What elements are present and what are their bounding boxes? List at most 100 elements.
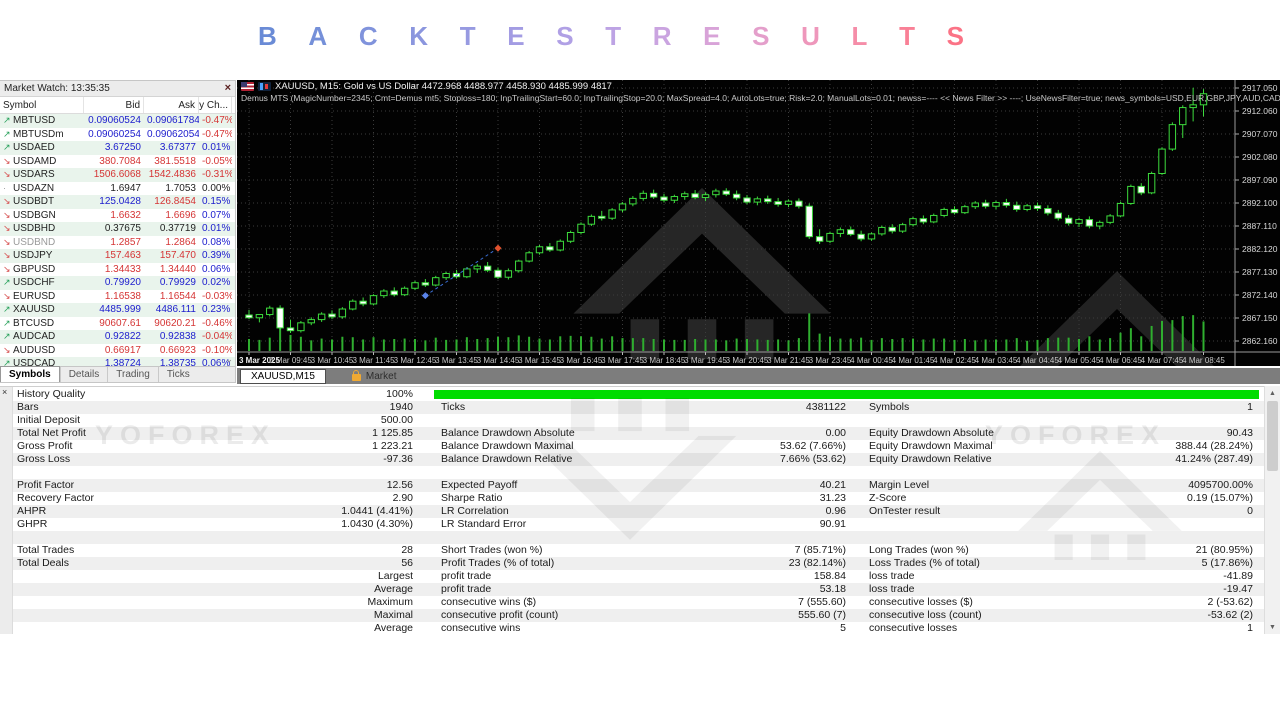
- scroll-down-icon[interactable]: ⌄: [225, 354, 233, 364]
- market-watch-row[interactable]: ↘ USDBGN 1.6632 1.6696 0.07%: [0, 209, 235, 223]
- svg-text:3 Mar 20:45: 3 Mar 20:45: [726, 356, 769, 365]
- market-watch-row[interactable]: · USDAZN 1.6947 1.7053 0.00%: [0, 182, 235, 196]
- scroll-up-icon[interactable]: ▲: [1269, 389, 1276, 397]
- market-watch-tab-symbols[interactable]: Symbols: [0, 366, 60, 382]
- svg-text:2912.060: 2912.060: [1242, 106, 1278, 116]
- column-symbol[interactable]: Symbol: [0, 97, 84, 113]
- stat-value: 388.44 (28.24%): [1175, 440, 1253, 452]
- trend-arrow-icon: ↘: [3, 196, 11, 206]
- daily-change-value: 0.07%: [202, 209, 231, 221]
- stat-label: Equity Drawdown Absolute: [869, 427, 994, 439]
- column-bid[interactable]: Bid: [84, 97, 144, 113]
- svg-text:4 Mar 01:45: 4 Mar 01:45: [892, 356, 935, 365]
- stat-label: Gross Loss: [17, 453, 71, 465]
- scroll-down-icon[interactable]: ▼: [1269, 623, 1276, 631]
- close-icon[interactable]: ×: [224, 82, 231, 94]
- symbol-cell: ↘ USDARS: [0, 168, 84, 182]
- scrollbar-thumb[interactable]: [1267, 401, 1278, 471]
- market-watch-row[interactable]: ↘ AUDUSD 0.66917 0.66923 -0.10%: [0, 344, 235, 358]
- market-watch-row[interactable]: ↘ GBPUSD 1.34433 1.34440 0.06%: [0, 263, 235, 277]
- svg-text:3 Mar 14:45: 3 Mar 14:45: [477, 356, 520, 365]
- results-scrollbar[interactable]: ▲ ▼: [1264, 386, 1280, 634]
- column-daily-change[interactable]: Daily Ch...: [199, 97, 232, 113]
- market-watch-row[interactable]: ↗ USDAED 3.67250 3.67377 0.01%: [0, 141, 235, 155]
- close-icon[interactable]: ×: [2, 387, 8, 397]
- daily-change-value: -0.31%: [202, 169, 232, 180]
- market-watch-row[interactable]: ↗ BTCUSD 90607.61 90620.21 -0.46%: [0, 317, 235, 331]
- market-watch-row[interactable]: ↘ USDBDT 125.0428 126.8454 0.15%: [0, 195, 235, 209]
- price-chart[interactable]: 2917.050 2912.060 2907.070 2902.080 2897.090…: [237, 80, 1280, 366]
- market-watch-row[interactable]: ↘ USDAMD 380.7084 381.5518 -0.05%: [0, 155, 235, 169]
- symbol-name: XAUUSD: [13, 304, 55, 315]
- column-ask[interactable]: Ask: [144, 97, 199, 113]
- tab-market[interactable]: Market: [351, 370, 396, 382]
- svg-text:2907.070: 2907.070: [1242, 129, 1278, 139]
- stat-value: 1.0441 (4.41%): [341, 505, 413, 517]
- svg-text:4 Mar 06:45: 4 Mar 06:45: [1099, 356, 1142, 365]
- bid-value: 0.79920: [104, 277, 141, 288]
- trend-arrow-icon: ↗: [3, 115, 11, 125]
- ask-value: 1.2864: [165, 236, 196, 248]
- bid-value: 1.38724: [104, 358, 141, 369]
- chart-window[interactable]: 2917.050 2912.060 2907.070 2902.080 2897.090…: [237, 80, 1280, 366]
- market-watch-row[interactable]: ↗ XAUUSD 4485.999 4486.111 0.23%: [0, 303, 235, 317]
- market-watch-row[interactable]: ↘ EURUSD 1.16538 1.16544 -0.03%: [0, 290, 235, 304]
- ask-value: 157.470: [159, 250, 196, 261]
- stat-label: profit trade: [441, 570, 492, 582]
- chart-type-icon: [258, 82, 271, 91]
- stat-value: Average: [374, 583, 413, 595]
- market-watch-tab-ticks[interactable]: Ticks: [157, 367, 198, 382]
- chart-tab-bar: XAUUSD,M15 Market: [237, 368, 1280, 384]
- trend-arrow-icon: ↗: [3, 331, 11, 341]
- stat-value: 31.23: [819, 492, 846, 504]
- market-watch-row[interactable]: ↗ AUDCAD 0.92822 0.92838 -0.04%: [0, 330, 235, 344]
- stat-label: Profit Factor: [17, 479, 75, 491]
- stat-value: 0: [1247, 505, 1253, 517]
- daily-change-value: -0.10%: [202, 344, 232, 356]
- svg-text:4 Mar 08:45: 4 Mar 08:45: [1182, 356, 1225, 365]
- daily-change-value: 0.02%: [202, 277, 231, 288]
- trend-arrow-icon: ↗: [3, 128, 11, 139]
- bid-value: 125.0428: [99, 196, 141, 207]
- stat-label: Recovery Factor: [17, 492, 95, 504]
- stat-value: 0.00: [825, 427, 846, 439]
- yoforex-logo-watermark: [573, 187, 831, 360]
- market-watch-row[interactable]: ↘ USDBND 1.2857 1.2864 0.08%: [0, 236, 235, 250]
- chart-header-line: XAUUSD, M15: Gold vs US Dollar 4472.968 …: [241, 81, 612, 92]
- market-watch-tab-trading[interactable]: Trading: [107, 367, 158, 382]
- market-watch-row[interactable]: ↘ USDJPY 157.463 157.470 0.39%: [0, 249, 235, 263]
- results-row: Bars 1940 Ticks 4381122 Symbols 1: [13, 401, 1264, 414]
- market-watch-tab-details[interactable]: Details: [59, 367, 108, 382]
- svg-text:4 Mar 05:45: 4 Mar 05:45: [1058, 356, 1101, 365]
- market-watch-row[interactable]: ↘ USDBHD 0.37675 0.37719 0.01%: [0, 222, 235, 236]
- stat-label: Loss Trades (% of total): [869, 557, 980, 569]
- symbol-name: USDBND: [13, 236, 56, 248]
- symbol-name: AUDUSD: [13, 344, 56, 356]
- results-row: Total Trades 28 Short Trades (won %) 7 (85.…: [13, 544, 1264, 557]
- title-letter: L: [851, 20, 868, 51]
- market-watch-row[interactable]: ↗ MBTUSDm 0.09060254 0.09062054 -0.47%: [0, 128, 235, 142]
- svg-text:3 Mar 2025: 3 Mar 2025: [239, 356, 280, 365]
- bid-value: 0.37675: [104, 223, 141, 234]
- stat-value: 2 (-53.62): [1207, 596, 1253, 608]
- trend-arrow-icon: ↘: [3, 155, 11, 166]
- svg-text:2882.120: 2882.120: [1242, 244, 1278, 254]
- svg-text:2867.150: 2867.150: [1242, 313, 1278, 323]
- stat-label: History Quality: [17, 388, 86, 400]
- svg-text:3 Mar 21:45: 3 Mar 21:45: [767, 356, 810, 365]
- trend-arrow-icon: ·: [3, 182, 6, 193]
- symbol-name: USDAZN: [13, 182, 55, 194]
- symbol-flag-icon: [241, 82, 254, 91]
- symbol-name: AUDCAD: [13, 331, 56, 342]
- market-watch-row[interactable]: ↗ USDCHF 0.79920 0.79929 0.02%: [0, 276, 235, 290]
- market-watch-row[interactable]: ↘ USDARS 1506.6068 1542.4836 -0.31%: [0, 168, 235, 182]
- svg-text:3 Mar 15:45: 3 Mar 15:45: [518, 356, 561, 365]
- tab-xauusd-m15[interactable]: XAUUSD,M15: [240, 368, 326, 384]
- market-watch-row[interactable]: ↗ MBTUSD 0.09060524 0.09061784 -0.47%: [0, 114, 235, 128]
- results-table: History Quality 100% Bars 1940 Ticks 4381122 S…: [13, 388, 1264, 635]
- stat-value: 90.43: [1226, 427, 1253, 439]
- title-letter: C: [358, 20, 378, 51]
- results-row: Gross Loss -97.36 Balance Drawdown Relativ…: [13, 453, 1264, 466]
- stat-value: 1: [1247, 401, 1253, 413]
